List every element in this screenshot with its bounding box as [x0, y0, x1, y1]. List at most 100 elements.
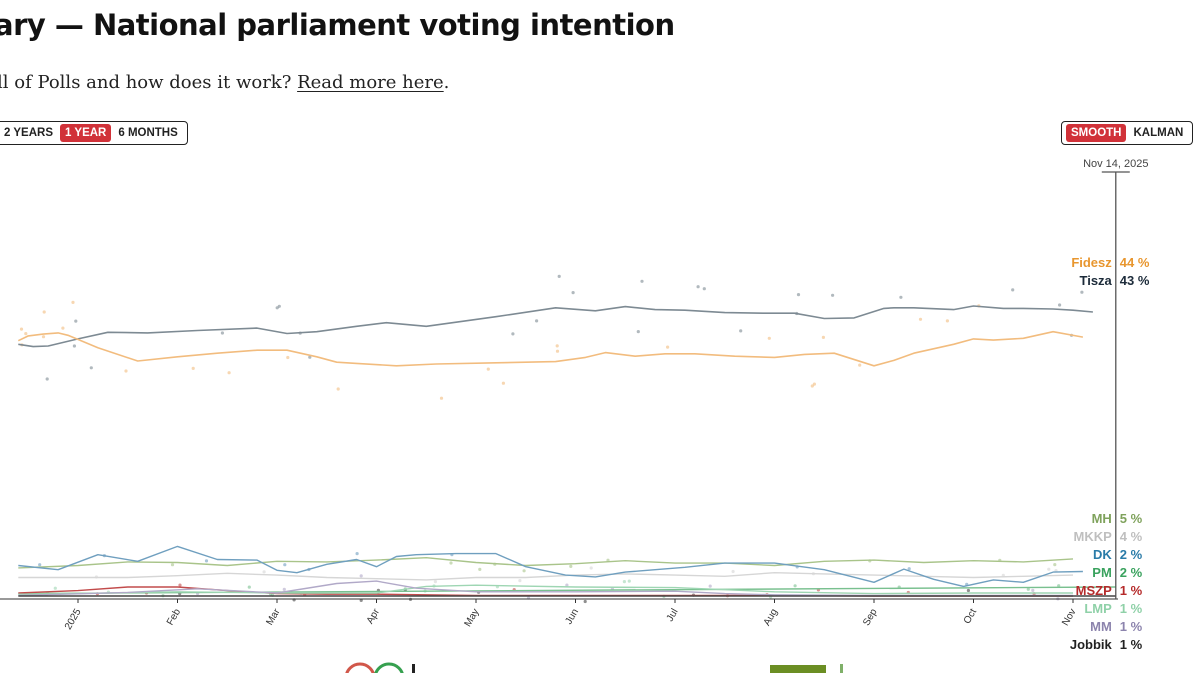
poll-dot-mh	[170, 563, 175, 567]
intro-suffix: .	[443, 72, 450, 93]
poll-dot-tisza	[89, 366, 93, 370]
poll-dot-mkkp	[731, 569, 735, 574]
poll-dot-tisza	[72, 344, 76, 348]
poll-dot-jobbik	[583, 599, 587, 604]
poll-dot-tisza	[796, 293, 801, 297]
poll-dot-jobbik	[359, 598, 363, 602]
poll-dot-lmp	[53, 586, 57, 590]
poll-dot-fidesz	[858, 363, 862, 367]
poll-dot-tisza	[571, 291, 575, 295]
series-end-labels: Tisza 43 % Fidesz 44 % MH 5 % MKKP 4 % DK 2 % PM 2 …	[1070, 255, 1150, 652]
poll-dot-pm	[793, 584, 797, 588]
legend-red-swatch	[345, 662, 375, 673]
poll-dot-fidesz	[501, 381, 505, 385]
read-more-link[interactable]: Read more here	[297, 72, 444, 93]
series-label-mkkp: MKKP	[1074, 529, 1113, 544]
kalman-button[interactable]: KALMAN	[1133, 127, 1184, 139]
legend-olive-swatch	[770, 665, 826, 673]
tick-label-aug: Aug	[762, 607, 780, 628]
poll-dot-tisza	[535, 319, 539, 323]
poll-dot-mh	[522, 569, 526, 573]
range-1-year-button[interactable]: 1 YEAR	[60, 124, 112, 142]
poll-dot-fidesz	[821, 335, 826, 339]
poll-dot-mm	[282, 587, 286, 591]
poll-dot-tisza	[220, 331, 224, 335]
series-label-fidesz: Fidesz	[1071, 255, 1112, 270]
poll-dot-tisza	[277, 304, 281, 308]
series-label-mm: MM	[1090, 619, 1112, 634]
series-value-lmp: 1 %	[1120, 601, 1143, 616]
poll-dot-fidesz	[286, 355, 290, 360]
intro-text: ll of Polls and how does it work? Read m…	[0, 72, 449, 93]
poll-dot-tisza	[739, 329, 743, 333]
trend-line-lmp	[18, 584, 1073, 595]
range-toggle: 2 YEARS 1 YEAR 6 MONTHS	[0, 121, 188, 145]
poll-dot-tisza	[696, 285, 700, 289]
poll-dot-fidesz	[767, 336, 771, 340]
poll-dot-mh	[1053, 563, 1057, 567]
series-value-dk: 2 %	[1120, 547, 1143, 562]
poll-dot-fidesz	[42, 310, 46, 314]
trend-line-mh	[18, 557, 1074, 569]
poll-dot-tisza	[899, 295, 903, 299]
poll-dot-tisza	[702, 287, 706, 291]
poll-dot-lmp	[627, 579, 631, 583]
poll-dot-fidesz	[19, 327, 24, 331]
poll-dot-fidesz	[918, 317, 923, 321]
model-toggle: SMOOTH KALMAN	[1061, 121, 1194, 145]
smooth-button[interactable]: SMOOTH	[1066, 124, 1127, 142]
range-2-years-button[interactable]: 2 YEARS	[4, 127, 54, 139]
poll-dot-mkkp	[1047, 567, 1051, 571]
poll-dot-fidesz	[666, 345, 670, 349]
tick-label-sep: Sep	[861, 607, 880, 628]
tick-label-mar: Mar	[264, 606, 282, 627]
series-label-mh: MH	[1092, 511, 1112, 526]
page-title: ary — National parliament voting intenti…	[0, 8, 675, 42]
poll-dot-pm	[1057, 584, 1061, 588]
poll-dot-fidesz	[336, 387, 340, 391]
trend-line-dk	[18, 545, 1083, 588]
series-label-mszp: MSZP	[1076, 583, 1112, 598]
cursor[interactable]: Nov 14, 2025	[1083, 158, 1149, 599]
poll-dot-fidesz	[227, 371, 231, 375]
series-value-mszp: 1 %	[1120, 583, 1143, 598]
poll-dot-tisza	[511, 332, 515, 336]
footer-legend	[345, 662, 843, 673]
legend-green-swatch	[374, 662, 404, 673]
poll-dot-mh	[478, 567, 482, 571]
series-label-jobbik: Jobbik	[1070, 637, 1113, 652]
poll-dot-fidesz	[810, 384, 814, 388]
range-6-months-button[interactable]: 6 MONTHS	[118, 127, 178, 139]
trend-line-fidesz	[17, 330, 1084, 367]
trend-lines	[17, 305, 1116, 597]
poll-dot-tisza	[74, 319, 78, 323]
series-value-mkkp: 4 %	[1120, 529, 1143, 544]
intro-prefix: ll of Polls and how does it work?	[0, 72, 298, 93]
series-value-fidesz: 44 %	[1120, 255, 1150, 270]
series-value-mh: 5 %	[1120, 511, 1143, 526]
series-value-tisza: 43 %	[1120, 273, 1150, 288]
trend-line-tisza	[18, 305, 1093, 348]
trend-line-mkkp	[18, 572, 1074, 581]
voting-intention-chart[interactable]: 2025 Feb Mar Apr May Jun Jul Aug Sep Oct Nov Nov 1…	[0, 150, 1196, 660]
series-value-pm: 2 %	[1120, 565, 1143, 580]
poll-dot-mm	[565, 583, 569, 587]
poll-dot-dk	[907, 567, 911, 571]
tick-label-jul: Jul	[665, 607, 681, 624]
poll-dot-tisza	[636, 330, 640, 334]
poll-dot-tisza	[831, 293, 835, 297]
tick-label-oct: Oct	[962, 607, 979, 626]
tick-label-2025: 2025	[63, 607, 84, 632]
series-label-pm: PM	[1092, 565, 1112, 580]
poll-dot-mkkp	[433, 580, 437, 584]
poll-dot-fidesz	[24, 332, 28, 336]
poll-dot-mm	[1031, 588, 1035, 592]
poll-dot-dk	[355, 552, 359, 556]
poll-dot-mszp	[178, 583, 182, 587]
poll-dot-pm	[1026, 587, 1030, 591]
legend-green-divider	[840, 664, 843, 673]
poll-dot-fidesz	[439, 396, 444, 400]
poll-dot-dk	[204, 559, 209, 563]
poll-dot-mh	[569, 564, 573, 568]
poll-dot-fidesz	[945, 319, 950, 323]
